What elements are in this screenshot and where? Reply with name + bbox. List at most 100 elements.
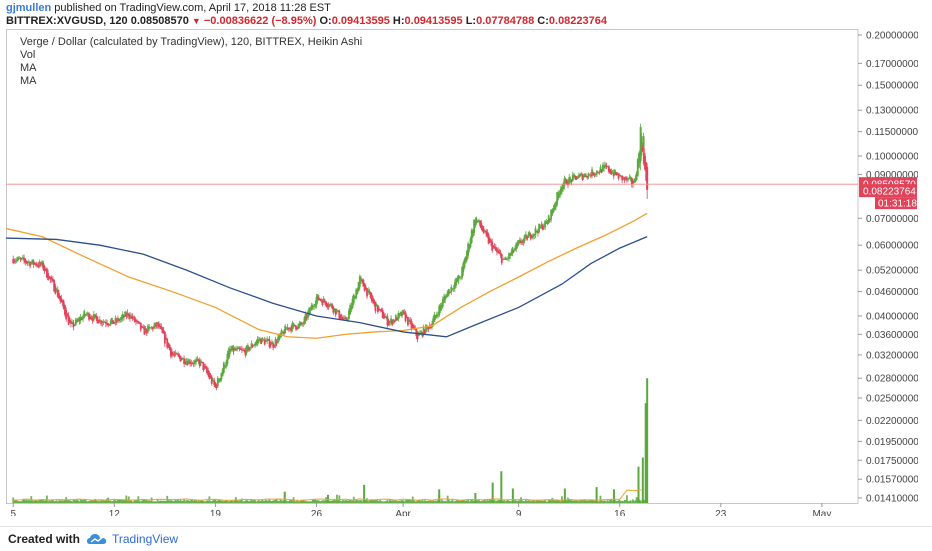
- candle-body: [144, 328, 147, 332]
- volume-bar: [108, 500, 111, 503]
- volume-bar: [132, 501, 135, 503]
- candle-body: [508, 253, 510, 259]
- candle-body: [261, 337, 264, 342]
- candle-body: [180, 358, 183, 360]
- candle-body: [544, 220, 547, 228]
- candle-body: [77, 318, 80, 322]
- volume-bar: [476, 500, 479, 503]
- volume-bar: [421, 499, 424, 503]
- candle-body: [210, 376, 213, 384]
- author-link[interactable]: gjmullen: [6, 2, 52, 14]
- candle-body: [615, 172, 618, 176]
- ma-slow-line: [5, 236, 648, 338]
- volume-bar: [485, 501, 488, 503]
- candle-body: [326, 303, 329, 308]
- candle-body: [283, 332, 285, 335]
- price-chart[interactable]: 0.20000000 0.17000000 0.15000000 0.13000000…: [5, 29, 919, 520]
- volume-bar: [42, 500, 45, 503]
- candle-body: [621, 175, 624, 181]
- volume-bar: [100, 500, 102, 503]
- volume-bar: [88, 500, 90, 503]
- candle-body: [630, 177, 633, 185]
- y-tick-label: 0.01410000: [866, 493, 918, 504]
- volume-bar: [222, 501, 225, 503]
- volume-bar: [219, 500, 222, 503]
- candle-body: [452, 288, 455, 290]
- volume-bar: [543, 500, 545, 503]
- candle-body: [533, 234, 536, 236]
- volume-bar: [184, 501, 187, 503]
- candle-body: [612, 172, 615, 177]
- candle-body: [203, 366, 206, 368]
- legend-ma-1[interactable]: MA: [20, 62, 37, 74]
- candle-body: [356, 289, 359, 294]
- volume-bar: [289, 500, 291, 503]
- candle-body: [30, 262, 33, 265]
- volume-bar: [358, 500, 361, 503]
- volume-bar: [118, 499, 121, 503]
- candle-body: [550, 209, 553, 220]
- candle-body: [308, 307, 311, 315]
- candle-body: [346, 318, 349, 320]
- volume-bar: [31, 500, 34, 503]
- volume-bar: [577, 501, 580, 503]
- volume-bar: [541, 500, 544, 503]
- volume-bar: [278, 501, 281, 503]
- candle-body: [366, 288, 368, 297]
- y-tick-label: 0.02500000: [866, 394, 918, 405]
- volume-bar: [486, 499, 489, 503]
- candle-body: [469, 238, 472, 248]
- volume-bar: [56, 501, 59, 503]
- candle-body: [577, 174, 580, 178]
- volume-bar: [451, 499, 454, 503]
- candle-body: [443, 296, 445, 303]
- chart-area[interactable]: 0.20000000 0.17000000 0.15000000 0.13000000…: [5, 29, 919, 520]
- volume-bar: [265, 499, 267, 503]
- volume-bar: [206, 500, 208, 503]
- candle-body: [121, 314, 124, 319]
- candle-body: [214, 382, 217, 388]
- volume-bar: [236, 500, 238, 503]
- volume-bar: [201, 500, 204, 503]
- candle-body: [361, 279, 364, 281]
- volume-bar: [528, 500, 531, 503]
- candle-body: [488, 238, 491, 242]
- candle-body: [472, 230, 474, 237]
- candle-body: [106, 322, 108, 325]
- volume-bar: [148, 500, 151, 503]
- volume-bar: [197, 500, 200, 503]
- volume-bar: [598, 501, 601, 503]
- candle-body: [13, 260, 16, 262]
- ohlc-close-value: 0.08223764: [548, 15, 608, 27]
- volume-bar: [481, 500, 484, 503]
- candle-body: [422, 326, 425, 335]
- candle-body: [504, 258, 507, 260]
- candle-body: [623, 177, 626, 180]
- candle-body: [254, 343, 257, 346]
- volume-bar: [616, 500, 619, 503]
- candle-body: [337, 310, 340, 312]
- y-tick-label: 0.03200000: [866, 350, 918, 361]
- volume-bar: [356, 500, 359, 503]
- candle-body: [605, 165, 608, 168]
- candle-body: [376, 305, 379, 313]
- candle-body: [380, 309, 383, 311]
- candle-body: [425, 324, 427, 333]
- candle-body: [549, 219, 551, 221]
- legend-ma-2[interactable]: MA: [20, 75, 37, 87]
- candle-body: [26, 262, 29, 264]
- candle-body: [139, 322, 142, 330]
- volume-spike: [283, 491, 286, 503]
- y-tick-label: 0.04600000: [866, 287, 918, 298]
- tradingview-brand-link[interactable]: TradingView: [112, 532, 179, 546]
- candle-body: [65, 309, 68, 320]
- tradingview-cloud-icon[interactable]: [86, 533, 108, 545]
- volume-bar: [565, 500, 568, 503]
- volume-bar: [112, 501, 115, 503]
- legend-vol[interactable]: Vol: [20, 49, 36, 61]
- volume-bar: [494, 501, 497, 503]
- volume-bar: [24, 500, 27, 503]
- footer: Created with TradingView: [0, 526, 932, 551]
- volume-bar: [348, 500, 350, 503]
- candle-body: [556, 192, 559, 205]
